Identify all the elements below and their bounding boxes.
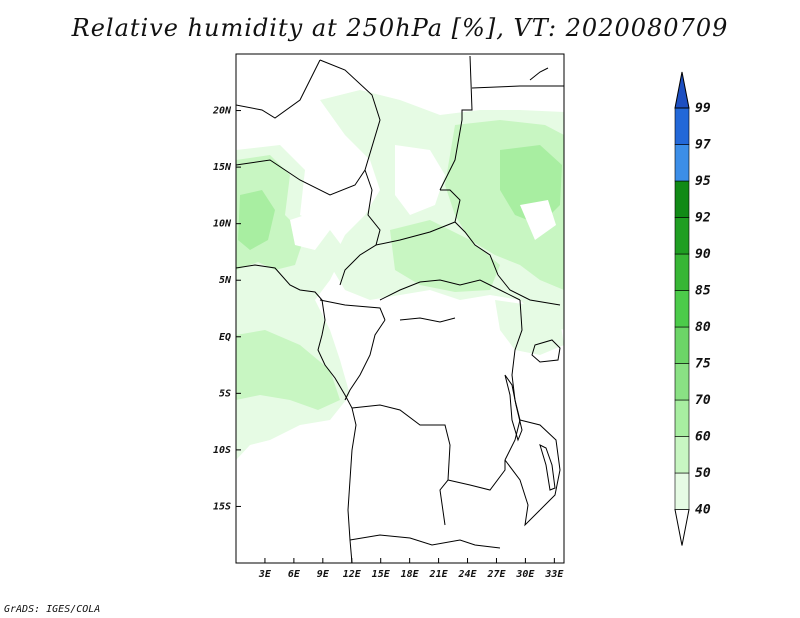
lon-tick-label: 15E xyxy=(372,569,391,580)
humidity-region-central xyxy=(390,220,500,292)
lon-tick-label: 9E xyxy=(317,569,330,580)
colorbar: 40 50 60 70 75 80 85 90 92 95 97 99 xyxy=(674,71,711,546)
lake-victoria xyxy=(531,339,561,363)
colorbar-bin xyxy=(674,472,690,510)
colorbar-level-label: 85 xyxy=(695,284,711,299)
border-tanzania xyxy=(519,419,561,511)
humidity-field xyxy=(236,90,564,460)
coastline-west-africa xyxy=(236,264,357,563)
border-sudan xyxy=(440,189,461,223)
colorbar-bin xyxy=(674,217,690,255)
border-cameroon xyxy=(319,299,386,321)
border-mozambique xyxy=(504,459,541,527)
colorbar-bin xyxy=(674,436,690,474)
humidity-region-coast xyxy=(236,330,340,410)
colorbar-level-label: 60 xyxy=(695,430,711,445)
dry-region-east xyxy=(520,200,556,240)
border-drc-east xyxy=(504,299,523,461)
lon-tick-label: 18E xyxy=(401,569,420,580)
lat-tick-label: EQ xyxy=(219,332,231,343)
colorbar-bin xyxy=(674,144,690,182)
lat-tick-label: 10S xyxy=(213,445,231,456)
border-sahel xyxy=(236,59,381,196)
colorbar-bin xyxy=(674,107,690,145)
lon-tick-label: 27E xyxy=(486,569,506,580)
colorbar-bin xyxy=(674,71,690,109)
lat-tick-label: 20N xyxy=(212,106,232,117)
lon-tick-label: 30E xyxy=(515,569,535,580)
coast-north-west xyxy=(236,59,321,119)
border-chad-west xyxy=(339,169,381,286)
lat-tick-label: 15N xyxy=(213,162,232,173)
colorbar-level-label: 99 xyxy=(695,101,711,116)
colorbar-level-label: 75 xyxy=(695,357,711,372)
border-car-drc xyxy=(379,279,521,301)
border-zambia xyxy=(447,460,506,491)
longitude-axis: 3E 6E 9E 12E 15E 18E 21E 24E 27E 30E 33E xyxy=(258,558,564,580)
lon-tick-label: 3E xyxy=(258,569,272,580)
chart-title: Relative humidity at 250hPa [%], VT: 202… xyxy=(71,14,729,42)
lat-tick-label: 10N xyxy=(213,219,232,230)
lat-tick-label: 5N xyxy=(219,275,232,286)
colorbar-bin xyxy=(674,326,690,364)
lon-tick-label: 12E xyxy=(343,569,362,580)
coast-northeast xyxy=(529,67,549,81)
border-namibia xyxy=(349,534,501,549)
colorbar-level-label: 40 xyxy=(695,503,711,518)
colorbar-bin xyxy=(674,363,690,401)
lon-tick-label: 6E xyxy=(288,569,301,580)
border-east-africa xyxy=(471,85,564,89)
lon-tick-label: 21E xyxy=(429,569,449,580)
border-congo xyxy=(344,319,386,401)
colorbar-level-label: 70 xyxy=(695,393,711,408)
borders xyxy=(236,55,564,563)
river-congo xyxy=(399,317,456,323)
map-frame xyxy=(235,53,565,564)
humidity-region-west-core xyxy=(238,190,275,250)
lake-tanganyika xyxy=(504,374,523,442)
colorbar-level-label: 92 xyxy=(695,211,711,226)
border-chad-car xyxy=(375,221,499,276)
colorbar-level-label: 50 xyxy=(695,466,711,481)
colorbar-bin xyxy=(674,253,690,291)
latitude-axis: 20N 15N 10N 5N EQ 5S 10S 15S xyxy=(212,106,241,512)
colorbar-bin xyxy=(674,290,690,328)
dry-region-north xyxy=(395,145,445,215)
lon-tick-label: 33E xyxy=(544,569,564,580)
border-south-sudan xyxy=(497,274,561,306)
border-chad-east xyxy=(439,55,473,191)
colorbar-bin xyxy=(674,509,690,546)
colorbar-bin xyxy=(674,399,690,437)
border-angola xyxy=(351,404,451,526)
colorbar-level-label: 80 xyxy=(695,320,711,335)
lake-malawi xyxy=(539,444,556,491)
colorbar-level-label: 95 xyxy=(695,174,711,189)
colorbar-level-label: 90 xyxy=(695,247,711,262)
lat-tick-label: 5S xyxy=(219,388,231,399)
credit-text: GrADS: IGES/COLA xyxy=(4,604,101,615)
colorbar-bin xyxy=(674,180,690,218)
lon-tick-label: 24E xyxy=(457,569,477,580)
dry-region-north-2 xyxy=(290,210,330,250)
colorbar-level-label: 97 xyxy=(695,138,711,153)
lat-tick-label: 15S xyxy=(213,501,231,512)
